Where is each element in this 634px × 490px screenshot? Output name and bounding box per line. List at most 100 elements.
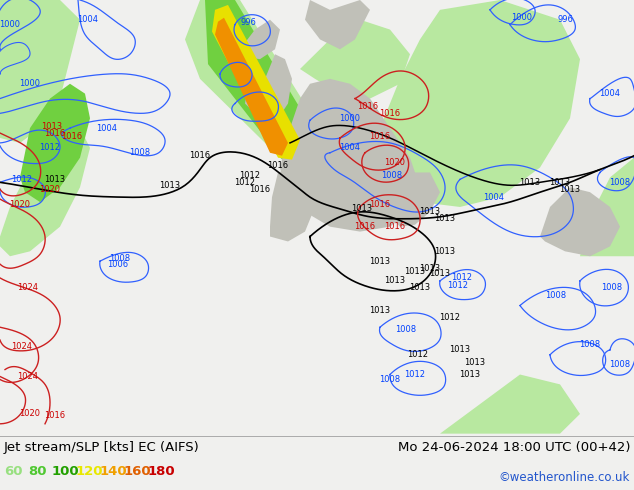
Text: 1008: 1008 xyxy=(609,360,631,369)
Text: 1000: 1000 xyxy=(339,114,361,123)
Text: 1000: 1000 xyxy=(20,79,41,88)
Polygon shape xyxy=(305,0,370,49)
Text: 1012: 1012 xyxy=(235,178,256,187)
Text: 1004: 1004 xyxy=(484,193,505,201)
Text: 1012: 1012 xyxy=(451,273,472,282)
Text: 1008: 1008 xyxy=(579,341,600,349)
Text: 1016: 1016 xyxy=(44,412,65,420)
Polygon shape xyxy=(300,20,410,98)
Text: 1013: 1013 xyxy=(434,247,456,256)
Text: 1016: 1016 xyxy=(370,200,391,210)
Text: 1013: 1013 xyxy=(404,267,425,275)
Text: 100: 100 xyxy=(52,466,80,478)
Text: 140: 140 xyxy=(100,466,127,478)
Text: Jet stream/SLP [kts] EC (AIFS): Jet stream/SLP [kts] EC (AIFS) xyxy=(4,441,200,454)
Text: 1004: 1004 xyxy=(339,144,361,152)
Text: 1013: 1013 xyxy=(410,283,430,293)
Text: 1012: 1012 xyxy=(240,171,261,180)
Text: 1024: 1024 xyxy=(18,283,39,293)
Text: 1016: 1016 xyxy=(61,131,82,141)
Text: 1013: 1013 xyxy=(465,358,486,367)
Text: 996: 996 xyxy=(557,15,573,24)
Text: 996: 996 xyxy=(240,18,256,27)
Text: 1008: 1008 xyxy=(609,178,631,187)
Text: 120: 120 xyxy=(76,466,103,478)
Polygon shape xyxy=(355,158,372,205)
Text: 1013: 1013 xyxy=(519,178,541,187)
Text: 1016: 1016 xyxy=(370,131,391,141)
Text: 1016: 1016 xyxy=(249,185,271,194)
Text: 1004: 1004 xyxy=(600,89,621,98)
Text: 1012: 1012 xyxy=(39,144,60,152)
Polygon shape xyxy=(270,168,315,242)
Text: 1004: 1004 xyxy=(96,123,117,133)
Text: 1008: 1008 xyxy=(396,325,417,334)
Text: 1012: 1012 xyxy=(408,350,429,359)
Text: 160: 160 xyxy=(124,466,152,478)
Text: 1013: 1013 xyxy=(450,345,470,354)
Text: 1008: 1008 xyxy=(110,254,131,263)
Polygon shape xyxy=(215,18,288,156)
Polygon shape xyxy=(258,54,292,123)
Text: 1016: 1016 xyxy=(379,109,401,118)
Text: 1013: 1013 xyxy=(384,276,406,285)
Text: 1012: 1012 xyxy=(448,281,469,290)
Text: 1013: 1013 xyxy=(370,306,391,315)
Text: 1008: 1008 xyxy=(379,375,401,384)
Text: 1016: 1016 xyxy=(44,128,65,138)
Text: 1013: 1013 xyxy=(420,264,441,272)
Polygon shape xyxy=(440,374,580,434)
Text: 1008: 1008 xyxy=(545,291,567,300)
Text: 1024: 1024 xyxy=(18,372,39,381)
Text: 1008: 1008 xyxy=(129,148,150,157)
Text: 1020: 1020 xyxy=(384,158,406,167)
Polygon shape xyxy=(240,20,280,59)
Text: 1016: 1016 xyxy=(268,161,288,170)
Text: 180: 180 xyxy=(148,466,176,478)
Text: 1020: 1020 xyxy=(10,200,30,210)
Polygon shape xyxy=(360,0,580,207)
Polygon shape xyxy=(0,128,90,256)
Text: 1013: 1013 xyxy=(550,178,571,187)
Polygon shape xyxy=(0,0,80,143)
Polygon shape xyxy=(212,5,300,160)
Text: 1016: 1016 xyxy=(358,102,378,111)
Text: 1006: 1006 xyxy=(107,260,129,269)
Text: 1013: 1013 xyxy=(370,257,391,266)
Polygon shape xyxy=(245,77,265,110)
Polygon shape xyxy=(185,0,320,172)
Text: 60: 60 xyxy=(4,466,22,478)
Polygon shape xyxy=(205,0,315,170)
Text: 80: 80 xyxy=(28,466,46,478)
Text: 1024: 1024 xyxy=(11,343,32,351)
Polygon shape xyxy=(390,172,440,227)
Text: 1013: 1013 xyxy=(420,207,441,217)
Polygon shape xyxy=(280,79,420,232)
Text: 1013: 1013 xyxy=(41,122,63,131)
Text: 1013: 1013 xyxy=(559,185,581,194)
Text: 1016: 1016 xyxy=(190,151,210,160)
Text: 1000: 1000 xyxy=(0,20,20,29)
Text: 1013: 1013 xyxy=(44,175,65,184)
Text: 1004: 1004 xyxy=(77,15,98,24)
Text: 1013: 1013 xyxy=(434,214,456,223)
Text: 1012: 1012 xyxy=(404,370,425,379)
Polygon shape xyxy=(540,187,620,256)
Text: 1016: 1016 xyxy=(354,222,375,231)
Text: 1020: 1020 xyxy=(39,185,60,194)
Text: 1008: 1008 xyxy=(382,171,403,180)
Text: 1012: 1012 xyxy=(439,313,460,322)
Text: 1016: 1016 xyxy=(384,222,406,231)
Text: 1013: 1013 xyxy=(159,181,181,190)
Text: 1013: 1013 xyxy=(429,270,451,278)
Text: Mo 24-06-2024 18:00 UTC (00+42): Mo 24-06-2024 18:00 UTC (00+42) xyxy=(398,441,630,454)
Text: 1012: 1012 xyxy=(11,175,32,184)
Polygon shape xyxy=(580,158,634,256)
Polygon shape xyxy=(20,84,90,202)
Text: 1008: 1008 xyxy=(602,283,623,293)
Text: 1000: 1000 xyxy=(512,13,533,22)
Text: 1013: 1013 xyxy=(460,370,481,379)
Text: ©weatheronline.co.uk: ©weatheronline.co.uk xyxy=(498,471,630,485)
Text: 1020: 1020 xyxy=(20,410,41,418)
Text: 1013: 1013 xyxy=(351,204,373,214)
